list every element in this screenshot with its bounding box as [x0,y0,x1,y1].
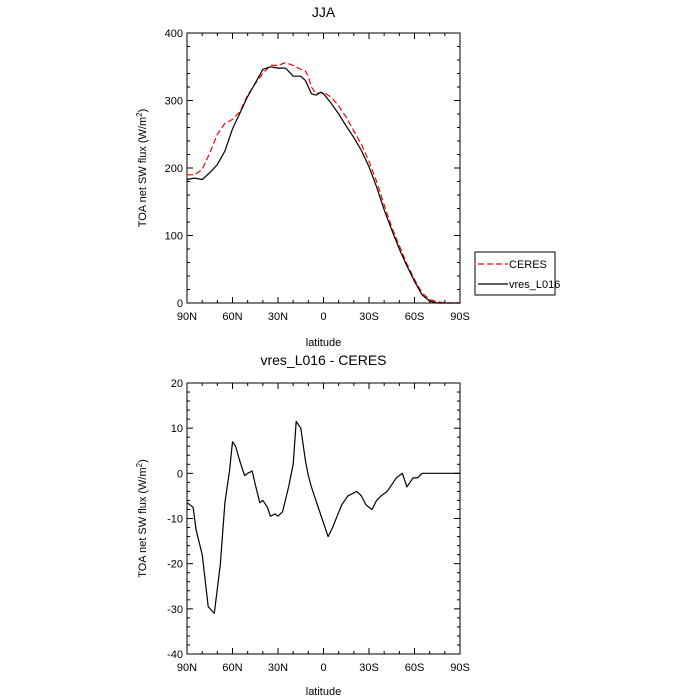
y-axis-label-superscript: 2 [135,462,144,467]
x-tick-label: 60N [222,311,242,323]
x-tick-label: 90S [450,311,470,323]
chart-1: JJA 90N 60N 30N 0 30S 60S 90S 0 100 200 300 400 latit… [135,4,560,349]
y-tick-label: -40 [167,649,183,661]
legend-box [474,251,556,296]
y-tick-label: -20 [167,559,183,571]
x-tick-label: 0 [320,662,326,674]
series-line-vres-l016-ceres [186,420,460,615]
y-axis-label-close: ) [137,109,149,113]
x-axis-label: latitude [306,686,341,698]
legend-label: CERES [509,259,547,271]
x-tick-label: 90S [450,662,470,674]
y-tick-label: 20 [171,378,183,390]
y-tick-label: 10 [171,423,183,435]
plot-frame [186,32,461,304]
y-axis-label-superscript: 2 [135,112,144,117]
legend: CERES vres_L016 [474,251,560,296]
y-axis-label: TOA net SW flux (W/m2) [135,109,149,228]
x-tick-label: 30S [359,311,379,323]
plot-frame [186,382,461,655]
legend-label: vres_L016 [509,279,560,291]
y-tick-label: 0 [177,298,183,310]
x-tick-label: 30N [268,311,288,323]
y-axis-label-close: ) [137,459,149,463]
series-line-ceres [187,62,460,304]
y-tick-label: 200 [165,163,183,175]
y-axis-label-main: TOA net SW flux (W/m [137,467,149,577]
x-tick-label: 60S [405,662,425,674]
y-tick-label: -30 [167,604,183,616]
y-tick-label: 300 [165,96,183,108]
y-axis-label: TOA net SW flux (W/m2) [135,459,149,578]
x-tick-label: 60N [222,662,242,674]
y-tick-label: -10 [167,514,183,526]
x-tick-label: 60S [405,311,425,323]
x-axis-label: latitude [306,337,341,349]
x-tick-label: 0 [320,311,326,323]
y-tick-label: 400 [165,28,183,40]
series-line-vres-l016 [186,66,460,304]
y-tick-label: 0 [177,468,183,480]
x-tick-label: 30S [359,662,379,674]
chart-title: JJA [312,4,336,20]
x-tick-label: 90N [177,311,197,323]
x-tick-label: 30N [268,662,288,674]
chart-title: vres_L016 - CERES [260,352,386,368]
y-tick-label: 100 [165,231,183,243]
y-axis-label-main: TOA net SW flux (W/m [137,117,149,227]
x-tick-label: 90N [177,662,197,674]
